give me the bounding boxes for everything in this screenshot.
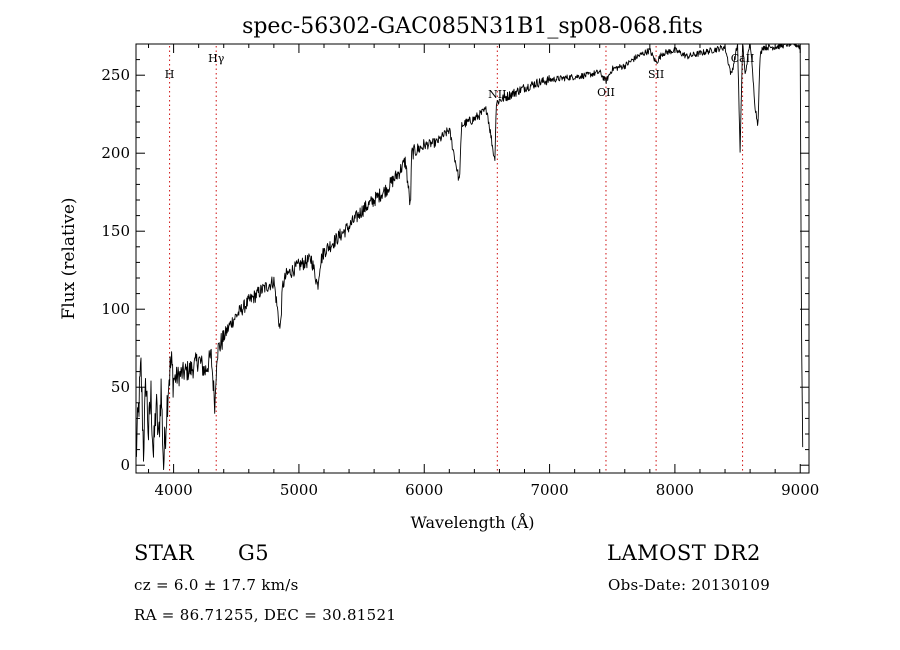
chart-title: spec-56302-GAC085N31B1_sp08-068.fits: [242, 14, 703, 39]
x-tick-label: 5000: [280, 481, 318, 499]
x-tick-label: 9000: [781, 481, 819, 499]
line-label-Hγ: Hγ: [208, 52, 225, 65]
redshift-velocity: cz = 6.0 ± 17.7 km/s: [134, 576, 299, 594]
spectrum-line: [135, 43, 804, 471]
line-label-NII: NII: [488, 88, 506, 101]
spectrum-trace: [135, 43, 804, 471]
y-tick-label: 50: [111, 378, 130, 396]
object-subclass: G5: [238, 541, 270, 565]
x-tick-label: 4000: [155, 481, 193, 499]
line-label-H: H: [165, 68, 175, 81]
x-tick-label: 6000: [405, 481, 443, 499]
line-markers: [169, 46, 744, 473]
y-tick-label: 150: [101, 222, 130, 240]
line-label-SII: SII: [648, 68, 664, 81]
plot-frame: [135, 43, 810, 474]
axes: [135, 43, 810, 474]
y-axis-label: Flux (relative): [59, 197, 79, 319]
x-tick-label: 8000: [656, 481, 694, 499]
y-tick-label: 250: [101, 66, 130, 84]
observation-date: Obs-Date: 20130109: [608, 576, 771, 594]
line-label-CaII: CaII: [731, 52, 755, 65]
x-axis-label: Wavelength (Å): [410, 512, 534, 532]
sky-coordinates: RA = 86.71255, DEC = 30.81521: [134, 606, 397, 624]
line-label-OII: OII: [597, 86, 615, 99]
y-tick-label: 0: [120, 456, 130, 474]
survey-name: LAMOST DR2: [607, 541, 761, 565]
y-tick-label: 200: [101, 144, 130, 162]
y-tick-label: 100: [101, 300, 130, 318]
x-tick-label: 7000: [530, 481, 568, 499]
object-class: STAR: [134, 541, 195, 565]
axis-labels: 4000 5000 6000 7000 8000 9000 0 50 100 150 200 250 H…: [59, 14, 819, 532]
